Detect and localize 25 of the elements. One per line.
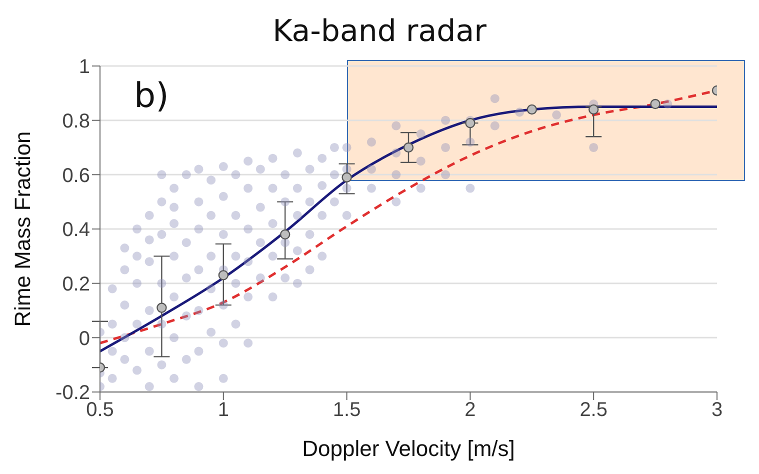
x-tick-label: 1 bbox=[218, 399, 229, 422]
x-tick-label: 0.5 bbox=[86, 399, 114, 422]
y-tick-label: 1 bbox=[78, 56, 90, 78]
point bbox=[342, 172, 352, 182]
y-axis-title: Rime Mass Fraction bbox=[10, 131, 35, 327]
x-tick-label: 2 bbox=[464, 399, 476, 422]
point bbox=[280, 229, 290, 240]
x-tick-label: 2.5 bbox=[580, 399, 608, 422]
x-tick-label: 3 bbox=[711, 399, 723, 422]
point bbox=[526, 104, 538, 115]
x-tick-label: 1.5 bbox=[332, 399, 361, 422]
x-axis-title: Doppler Velocity [m/s] bbox=[302, 436, 515, 461]
point bbox=[588, 104, 599, 115]
point bbox=[650, 98, 660, 110]
annotation: b) bbox=[134, 76, 169, 116]
y-tick-label: 0.4 bbox=[62, 219, 90, 242]
point bbox=[156, 302, 167, 313]
y-tick-label: 0 bbox=[78, 328, 90, 350]
y-tick-label: 0.6 bbox=[62, 164, 90, 187]
chart-title: Ka-band radar bbox=[272, 14, 488, 49]
y-tick-label: 0.8 bbox=[62, 110, 90, 132]
point bbox=[218, 270, 229, 280]
point bbox=[465, 118, 476, 128]
point bbox=[403, 142, 414, 153]
y-tick-label: 0.2 bbox=[62, 273, 90, 296]
